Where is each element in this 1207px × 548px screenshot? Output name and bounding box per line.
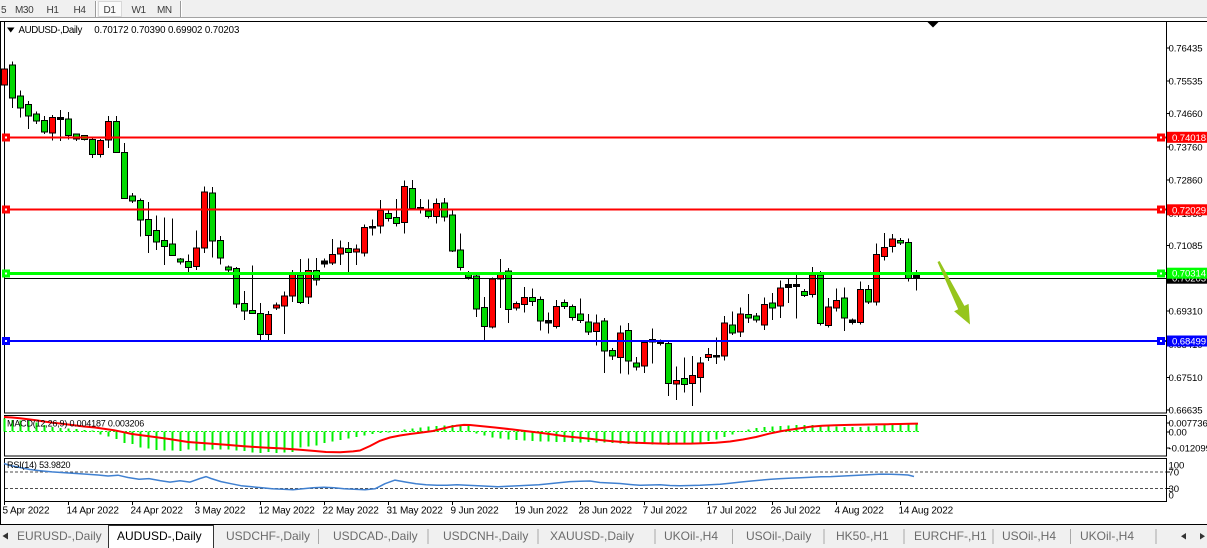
svg-text:30: 30 [1169,484,1179,495]
svg-text:EURCHF-,H1: EURCHF-,H1 [914,529,987,543]
svg-text:14 Apr 2022: 14 Apr 2022 [67,506,120,517]
svg-text:5: 5 [1,5,7,16]
svg-text:4 Aug 2022: 4 Aug 2022 [835,506,885,517]
svg-text:5 Apr 2022: 5 Apr 2022 [3,506,50,517]
svg-text:D1: D1 [104,5,117,16]
svg-text:MACD(12,26,9) 0.004187 0.00320: MACD(12,26,9) 0.004187 0.003206 [7,419,144,429]
svg-text:0.68499: 0.68499 [1172,337,1206,348]
svg-text:0.69310: 0.69310 [1169,307,1203,318]
svg-text:0.74660: 0.74660 [1169,109,1203,120]
svg-text:UKOil-,H4: UKOil-,H4 [664,529,718,543]
svg-text:17 Jul 2022: 17 Jul 2022 [707,506,758,517]
svg-text:EURUSD-,Daily: EURUSD-,Daily [17,529,102,543]
svg-text:0.76435: 0.76435 [1169,44,1203,55]
svg-text:UKOil-,H4: UKOil-,H4 [1080,529,1134,543]
svg-text:0.73760: 0.73760 [1169,142,1203,153]
svg-text:AUDUSD-,Daily: AUDUSD-,Daily [117,529,202,543]
svg-text:70: 70 [1169,467,1179,478]
svg-text:0.67510: 0.67510 [1169,373,1203,384]
svg-text:100: 100 [1169,461,1185,472]
svg-text:0.66635: 0.66635 [1169,406,1203,417]
svg-text:USDCAD-,Daily: USDCAD-,Daily [333,529,418,543]
svg-text:0.72029: 0.72029 [1172,205,1206,216]
svg-text:19 Jun 2022: 19 Jun 2022 [515,506,569,517]
svg-text:0.007736: 0.007736 [1169,419,1207,430]
svg-text:28 Jun 2022: 28 Jun 2022 [579,506,633,517]
svg-text:3 May 2022: 3 May 2022 [195,506,246,517]
svg-text:14 Aug 2022: 14 Aug 2022 [899,506,954,517]
svg-text:USDCNH-,Daily: USDCNH-,Daily [443,529,528,543]
svg-text:31 May 2022: 31 May 2022 [387,506,444,517]
svg-text:0.70203: 0.70203 [1172,274,1206,285]
svg-text:USOil-,H4: USOil-,H4 [1002,529,1056,543]
svg-text:W1: W1 [132,5,147,16]
svg-text:26 Jul 2022: 26 Jul 2022 [771,506,822,517]
svg-text:0.00: 0.00 [1169,427,1187,438]
svg-text:0.75535: 0.75535 [1169,77,1203,88]
svg-text:24 Apr 2022: 24 Apr 2022 [131,506,184,517]
svg-text:0.70314: 0.70314 [1172,269,1207,280]
svg-text:RSI(14) 53.9820: RSI(14) 53.9820 [7,460,71,470]
svg-text:0.71085: 0.71085 [1169,241,1203,252]
svg-text:USDCHF-,Daily: USDCHF-,Daily [226,529,310,543]
svg-text:0.74018: 0.74018 [1172,133,1206,144]
svg-text:22 May 2022: 22 May 2022 [323,506,380,517]
svg-text:HK50-,H1: HK50-,H1 [836,529,889,543]
svg-text:M30: M30 [15,5,34,16]
svg-text:H1: H1 [47,5,60,16]
svg-text:USOil-,Daily: USOil-,Daily [746,529,811,543]
svg-text:0.72860: 0.72860 [1169,176,1203,187]
svg-text:-0.012099: -0.012099 [1169,444,1207,455]
svg-text:0: 0 [1169,490,1174,501]
svg-text:9 Jun 2022: 9 Jun 2022 [451,506,500,517]
svg-text:7 Jul 2022: 7 Jul 2022 [643,506,688,517]
svg-text:XAUUSD-,Daily: XAUUSD-,Daily [550,529,634,543]
svg-text:H4: H4 [74,5,87,16]
svg-text:MN: MN [157,5,172,16]
svg-text:12 May 2022: 12 May 2022 [259,506,316,517]
